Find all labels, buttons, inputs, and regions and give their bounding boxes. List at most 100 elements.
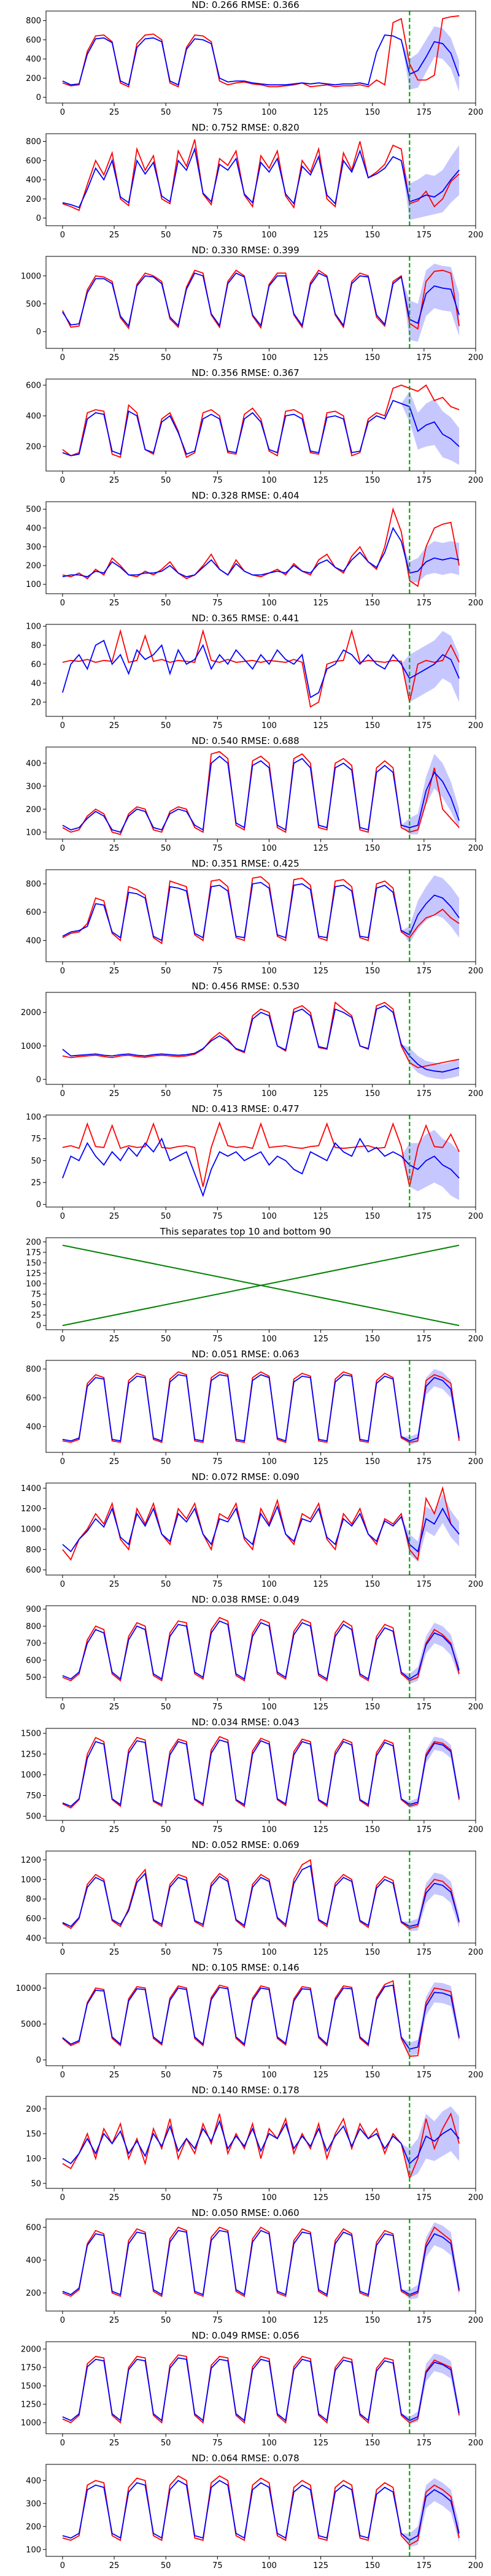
x-tick-label: 25 — [109, 1825, 120, 1834]
series-line-prediction — [62, 34, 460, 86]
x-tick-label: 200 — [468, 353, 484, 362]
x-tick-label: 125 — [313, 2193, 328, 2202]
plot-area — [62, 502, 460, 594]
uncertainty-band — [401, 1494, 460, 1562]
series-line-target — [62, 384, 460, 458]
x-tick-label: 50 — [161, 1212, 171, 1221]
y-tick-label: 1000 — [21, 272, 41, 281]
x-tick-label: 200 — [468, 1825, 484, 1834]
y-tick-label: 100 — [26, 1113, 41, 1122]
chart-svg: ND: 0.050 RMSE: 0.060 0 25 50 75 100 125 150 175… — [26, 2208, 483, 2325]
chart-panel: ND: 0.034 RMSE: 0.043 0 25 50 75 100 125 150 175… — [0, 1717, 491, 1840]
y-tick-label: 1250 — [21, 1750, 41, 1759]
y-tick-label: 100 — [26, 2545, 41, 2555]
x-tick-label: 75 — [212, 599, 223, 608]
plot-area — [62, 624, 460, 716]
x-tick-label: 125 — [313, 1825, 328, 1834]
series-line-prediction — [62, 881, 460, 941]
plot-area — [62, 1483, 460, 1575]
x-tick-label: 50 — [161, 599, 171, 608]
x-tick-label: 25 — [109, 721, 120, 730]
chart-svg: ND: 0.752 RMSE: 0.820 0 25 50 75 100 125 150 175… — [26, 123, 483, 240]
x-tick-label: 150 — [365, 353, 380, 362]
chart-panel: ND: 0.051 RMSE: 0.063 0 25 50 75 100 125 150 175… — [0, 1349, 491, 1472]
plot-area — [62, 1244, 460, 1327]
x-tick-label: 100 — [261, 1089, 277, 1098]
x-tick-label: 0 — [60, 108, 65, 117]
y-tick-label: 800 — [26, 137, 41, 147]
y-tick-label: 100 — [26, 2155, 41, 2164]
chart-svg: ND: 0.064 RMSE: 0.078 0 25 50 75 100 125 150 175… — [26, 2453, 483, 2570]
x-tick-label: 75 — [212, 1703, 223, 1712]
x-tick-label: 175 — [416, 1703, 431, 1712]
x-tick-label: 150 — [365, 1457, 380, 1466]
y-tick-label: 40 — [31, 679, 41, 688]
chart-title: ND: 0.105 RMSE: 0.146 — [191, 1963, 299, 1973]
x-tick-label: 25 — [109, 108, 120, 117]
x-tick-label: 25 — [109, 2193, 120, 2202]
x-tick-label: 125 — [313, 721, 328, 730]
y-tick-label: 400 — [26, 2256, 41, 2265]
chart-title: ND: 0.456 RMSE: 0.530 — [191, 981, 299, 992]
chart-svg: ND: 0.266 RMSE: 0.366 0 25 50 75 100 125 150 175… — [26, 0, 483, 117]
y-tick-label: 25 — [31, 1179, 41, 1188]
x-tick-label: 0 — [60, 2439, 65, 2448]
y-tick-label: 600 — [26, 36, 41, 45]
x-tick-label: 100 — [261, 2316, 277, 2325]
axes-frame — [45, 1605, 476, 1698]
chart-title: ND: 0.365 RMSE: 0.441 — [191, 613, 299, 624]
x-tick-label: 150 — [365, 2193, 380, 2202]
x-tick-label: 100 — [261, 231, 277, 240]
separator-line — [62, 1244, 460, 1327]
x-tick-label: 0 — [60, 844, 65, 853]
x-tick-label: 25 — [109, 2561, 120, 2570]
x-tick-label: 25 — [109, 1457, 120, 1466]
y-tick-label: 400 — [26, 937, 41, 946]
x-tick-label: 100 — [261, 1703, 277, 1712]
chart-panel: ND: 0.266 RMSE: 0.366 0 25 50 75 100 125 150 175… — [0, 0, 491, 123]
x-tick-label: 75 — [212, 1825, 223, 1834]
x-tick-label: 150 — [365, 1580, 380, 1589]
x-tick-label: 75 — [212, 2071, 223, 2080]
chart-svg: ND: 0.051 RMSE: 0.063 0 25 50 75 100 125 150 175… — [26, 1349, 484, 1466]
x-tick-label: 100 — [261, 2193, 277, 2202]
y-tick-label: 1200 — [21, 1505, 41, 1514]
x-tick-label: 50 — [161, 2071, 171, 2080]
x-tick-label: 0 — [60, 476, 65, 485]
chart-panel: ND: 0.328 RMSE: 0.404 0 25 50 75 100 125 150 175… — [0, 491, 491, 613]
series-line-target — [62, 1121, 460, 1187]
series-line-target — [62, 751, 460, 835]
series-line-target — [62, 1736, 460, 1809]
y-tick-label: 800 — [26, 1895, 41, 1904]
series-line-prediction — [62, 1865, 460, 1927]
x-tick-label: 175 — [416, 1948, 431, 1957]
x-tick-label: 175 — [416, 1580, 431, 1589]
x-tick-label: 125 — [313, 108, 328, 117]
y-tick-label: 400 — [26, 412, 41, 421]
plot-area — [62, 11, 460, 103]
x-tick-label: 150 — [365, 599, 380, 608]
chart-title: ND: 0.064 RMSE: 0.078 — [191, 2453, 299, 2464]
x-tick-label: 175 — [416, 2193, 431, 2202]
y-tick-label: 600 — [26, 1566, 41, 1575]
chart-title: ND: 0.140 RMSE: 0.178 — [191, 2085, 299, 2096]
x-tick-label: 150 — [365, 1089, 380, 1098]
x-tick-label: 0 — [60, 2561, 65, 2570]
y-tick-label: 100 — [26, 623, 41, 632]
chart-panel: ND: 0.540 RMSE: 0.688 0 25 50 75 100 125 150 175… — [0, 736, 491, 859]
x-tick-label: 50 — [161, 476, 171, 485]
x-tick-label: 175 — [416, 231, 431, 240]
chart-svg: ND: 0.052 RMSE: 0.069 0 25 50 75 100 125 150 175… — [21, 1840, 484, 1957]
x-tick-label: 150 — [365, 2439, 380, 2448]
y-tick-label: 1500 — [21, 2382, 41, 2391]
x-tick-label: 175 — [416, 1825, 431, 1834]
x-tick-label: 200 — [468, 1457, 484, 1466]
axes-frame — [45, 869, 476, 962]
chart-svg: ND: 0.351 RMSE: 0.425 0 25 50 75 100 125 150 175… — [26, 859, 483, 976]
axes-frame — [45, 1850, 476, 1944]
y-tick-label: 1500 — [21, 1730, 41, 1739]
x-tick-label: 125 — [313, 1457, 328, 1466]
chart-svg: ND: 0.034 RMSE: 0.043 0 25 50 75 100 125 150 175… — [21, 1717, 484, 1834]
plot-area — [62, 2342, 460, 2434]
series-line-target — [62, 2226, 460, 2298]
